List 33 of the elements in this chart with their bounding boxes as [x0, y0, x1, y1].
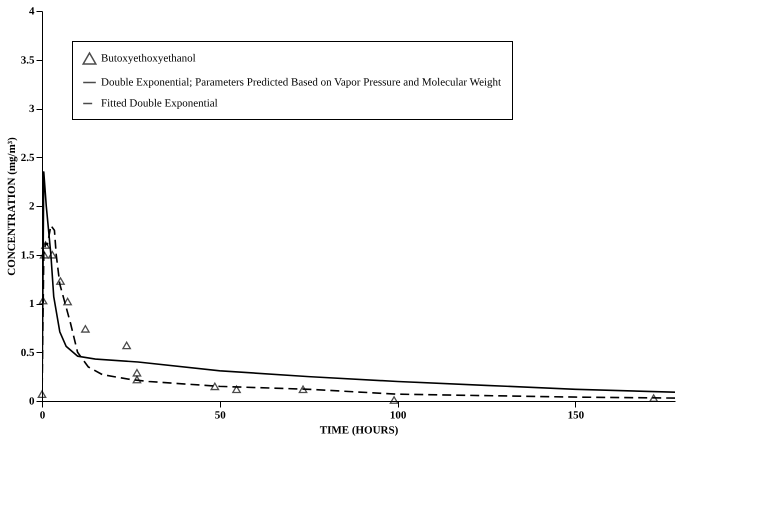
x-axis-title: TIME (HOURS): [320, 424, 399, 436]
y-tick-label: 1: [29, 298, 34, 310]
y-tick-label: 3.5: [20, 54, 35, 66]
point: [232, 385, 241, 394]
point: [210, 382, 220, 390]
point: [48, 250, 57, 259]
y-tick-label: 0: [29, 396, 35, 408]
point: [40, 250, 48, 259]
y-axis-title: CONCENTRATION (mg/m³): [6, 136, 18, 276]
point: [298, 385, 308, 394]
x-tick-label: 150: [568, 410, 585, 422]
point: [38, 296, 48, 304]
point: [132, 368, 142, 377]
x-tick-label: 50: [214, 410, 226, 422]
legend-label: Fitted Double Exponential: [101, 98, 218, 110]
y-tick-label: 1.5: [20, 249, 35, 262]
y-tick-label: 2: [29, 200, 35, 212]
x-tick-label: 100: [390, 410, 407, 422]
x-tick-label: 0: [40, 410, 46, 422]
point: [63, 298, 72, 306]
y-tick-label: 3: [29, 103, 35, 115]
point: [122, 342, 131, 350]
point: [649, 394, 658, 402]
point: [81, 324, 90, 333]
y-tick-label: 0.5: [20, 346, 35, 359]
legend-label: Butoxyethoxyethanol: [101, 52, 196, 64]
point: [132, 376, 142, 384]
y-tick-label: 4: [29, 6, 35, 18]
point: [56, 277, 65, 285]
y-tick-label: 2.5: [20, 152, 35, 164]
legend-label: Double Exponential; Parameters Predicted Based on Vapor Pressure and Molecular Weight: [101, 76, 502, 88]
point: [38, 390, 46, 398]
point: [390, 396, 398, 404]
